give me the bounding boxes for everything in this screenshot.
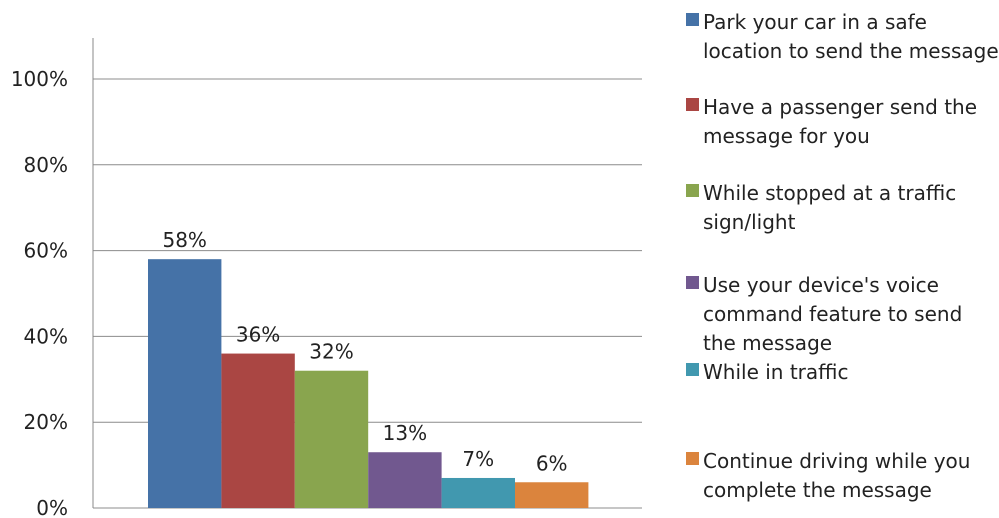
- data-label: 7%: [462, 447, 494, 471]
- y-tick-label: 60%: [24, 239, 68, 263]
- legend-item: Park your car in a safe location to send…: [686, 8, 999, 66]
- legend-label: Park your car in a safe location to send…: [703, 10, 999, 63]
- legend-swatch: [686, 98, 699, 111]
- y-tick-label: 100%: [11, 67, 68, 91]
- bar: [148, 259, 222, 508]
- legend-label: Use your device's voice command feature …: [703, 273, 963, 355]
- legend-label: Continue driving while you complete the …: [703, 449, 971, 502]
- legend-label: Have a passenger send the message for yo…: [703, 95, 978, 148]
- bar: [294, 370, 369, 508]
- bar-chart: 0% 20% 40% 60% 80% 100% 58% 36% 32% 13% 7% 6%: [11, 38, 642, 518]
- legend-swatch: [686, 13, 699, 26]
- bar: [441, 477, 515, 508]
- y-tick-label: 40%: [24, 324, 68, 348]
- y-tick-label: 20%: [24, 410, 68, 434]
- legend-item: Use your device's voice command feature …: [686, 271, 999, 358]
- data-label: 36%: [236, 323, 280, 347]
- legend-swatch: [686, 184, 699, 197]
- legend-swatch: [686, 452, 699, 465]
- bar: [368, 452, 442, 508]
- bar: [515, 482, 589, 508]
- bars: [148, 259, 589, 508]
- y-axis-ticks: 0% 20% 40% 60% 80% 100%: [11, 67, 68, 518]
- data-label: 6%: [536, 451, 568, 475]
- data-label: 32%: [309, 340, 353, 364]
- legend-swatch: [686, 363, 699, 376]
- legend-item: While stopped at a traffic sign/light: [686, 179, 999, 237]
- data-label: 58%: [162, 228, 206, 252]
- data-label: 13%: [383, 421, 427, 445]
- y-tick-label: 0%: [36, 496, 68, 518]
- legend-swatch: [686, 276, 699, 289]
- legend-item: While in traffic: [686, 358, 999, 387]
- legend-item: Have a passenger send the message for yo…: [686, 93, 999, 151]
- legend-item: Continue driving while you complete the …: [686, 447, 999, 505]
- legend-label: While in traffic: [703, 360, 849, 384]
- data-labels: 58% 36% 32% 13% 7% 6%: [162, 228, 567, 475]
- bar: [221, 353, 295, 508]
- y-tick-label: 80%: [24, 153, 68, 177]
- legend-label: While stopped at a traffic sign/light: [703, 181, 957, 234]
